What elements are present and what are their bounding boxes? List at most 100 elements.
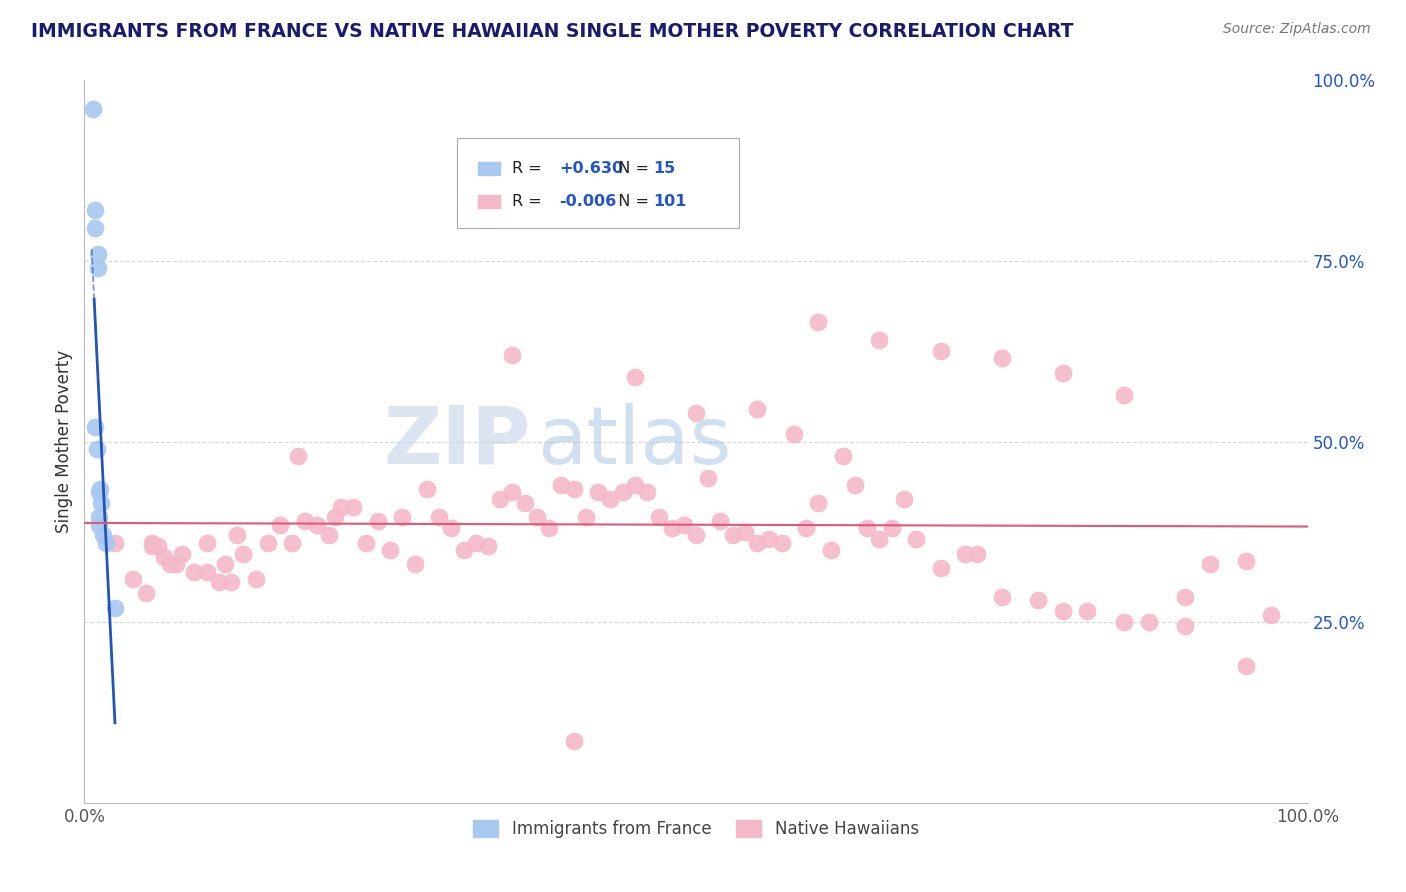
Point bbox=[1114, 615, 1136, 630]
Point bbox=[232, 547, 254, 561]
Point bbox=[599, 492, 621, 507]
Point bbox=[893, 492, 915, 507]
Point bbox=[96, 535, 118, 549]
Point bbox=[87, 246, 110, 260]
Point bbox=[1028, 593, 1050, 607]
Point bbox=[538, 521, 561, 535]
Point bbox=[648, 510, 671, 524]
Point bbox=[770, 535, 793, 549]
Point bbox=[380, 542, 402, 557]
Point bbox=[991, 351, 1014, 366]
Point bbox=[820, 542, 842, 557]
Text: atlas: atlas bbox=[537, 402, 731, 481]
Bar bbox=[478, 161, 501, 175]
Point bbox=[354, 535, 377, 549]
Point bbox=[929, 561, 952, 575]
Point bbox=[153, 550, 176, 565]
Point bbox=[122, 572, 145, 586]
Point bbox=[141, 539, 163, 553]
Point bbox=[562, 482, 585, 496]
Point bbox=[672, 517, 695, 532]
Point bbox=[502, 485, 524, 500]
Point bbox=[427, 510, 450, 524]
Text: Source: ZipAtlas.com: Source: ZipAtlas.com bbox=[1223, 22, 1371, 37]
Point bbox=[697, 470, 720, 484]
Legend: Immigrants from France, Native Hawaiians: Immigrants from France, Native Hawaiians bbox=[467, 814, 925, 845]
Text: R =: R = bbox=[513, 194, 547, 209]
Text: -0.006: -0.006 bbox=[560, 194, 616, 209]
Point bbox=[214, 558, 236, 572]
FancyBboxPatch shape bbox=[457, 138, 738, 228]
Point bbox=[195, 535, 218, 549]
Point bbox=[257, 535, 280, 549]
Point bbox=[416, 482, 439, 496]
Point bbox=[526, 510, 548, 524]
Point bbox=[1236, 554, 1258, 568]
Point bbox=[342, 500, 364, 514]
Text: 101: 101 bbox=[654, 194, 686, 209]
Point bbox=[661, 521, 683, 535]
Point bbox=[453, 542, 475, 557]
Point bbox=[141, 535, 163, 549]
Point bbox=[869, 334, 891, 348]
Point bbox=[807, 496, 830, 510]
Point bbox=[794, 521, 817, 535]
Point bbox=[84, 420, 107, 434]
Point bbox=[1198, 558, 1220, 572]
Point bbox=[287, 449, 309, 463]
Point bbox=[1236, 658, 1258, 673]
Point bbox=[747, 402, 769, 417]
Point bbox=[91, 528, 114, 542]
Point bbox=[502, 348, 524, 362]
Point bbox=[636, 485, 658, 500]
Point bbox=[89, 482, 111, 496]
Point bbox=[685, 406, 707, 420]
Point bbox=[1174, 590, 1197, 604]
Point bbox=[747, 535, 769, 549]
Point bbox=[966, 547, 988, 561]
Point bbox=[734, 524, 756, 539]
Point bbox=[440, 521, 463, 535]
Point bbox=[195, 565, 218, 579]
Text: N =: N = bbox=[607, 194, 654, 209]
Point bbox=[685, 528, 707, 542]
Point bbox=[513, 496, 536, 510]
Point bbox=[84, 203, 107, 218]
Point bbox=[612, 485, 634, 500]
Point bbox=[550, 478, 572, 492]
Text: R =: R = bbox=[513, 161, 547, 176]
Point bbox=[104, 600, 127, 615]
Point bbox=[477, 539, 499, 553]
Point bbox=[758, 532, 780, 546]
Point bbox=[87, 517, 110, 532]
Point bbox=[953, 547, 976, 561]
Point bbox=[489, 492, 512, 507]
Point bbox=[135, 586, 157, 600]
Point bbox=[305, 517, 328, 532]
Point bbox=[84, 221, 107, 235]
Point bbox=[929, 344, 952, 359]
Point bbox=[586, 485, 609, 500]
Point bbox=[104, 535, 127, 549]
Point bbox=[562, 734, 585, 748]
Text: IMMIGRANTS FROM FRANCE VS NATIVE HAWAIIAN SINGLE MOTHER POVERTY CORRELATION CHAR: IMMIGRANTS FROM FRANCE VS NATIVE HAWAIIA… bbox=[31, 22, 1073, 41]
Point bbox=[1052, 604, 1074, 618]
Point bbox=[1114, 387, 1136, 401]
Point bbox=[330, 500, 353, 514]
Point bbox=[269, 517, 291, 532]
Point bbox=[1137, 615, 1160, 630]
Point bbox=[575, 510, 598, 524]
Point bbox=[323, 510, 346, 524]
Point bbox=[159, 558, 181, 572]
Point bbox=[880, 521, 903, 535]
Point bbox=[905, 532, 928, 546]
Point bbox=[87, 485, 110, 500]
Point bbox=[856, 521, 879, 535]
Point bbox=[807, 315, 830, 329]
Text: N =: N = bbox=[607, 161, 654, 176]
Point bbox=[391, 510, 413, 524]
Point bbox=[172, 547, 194, 561]
Point bbox=[87, 510, 110, 524]
Point bbox=[869, 532, 891, 546]
Point bbox=[226, 528, 249, 542]
